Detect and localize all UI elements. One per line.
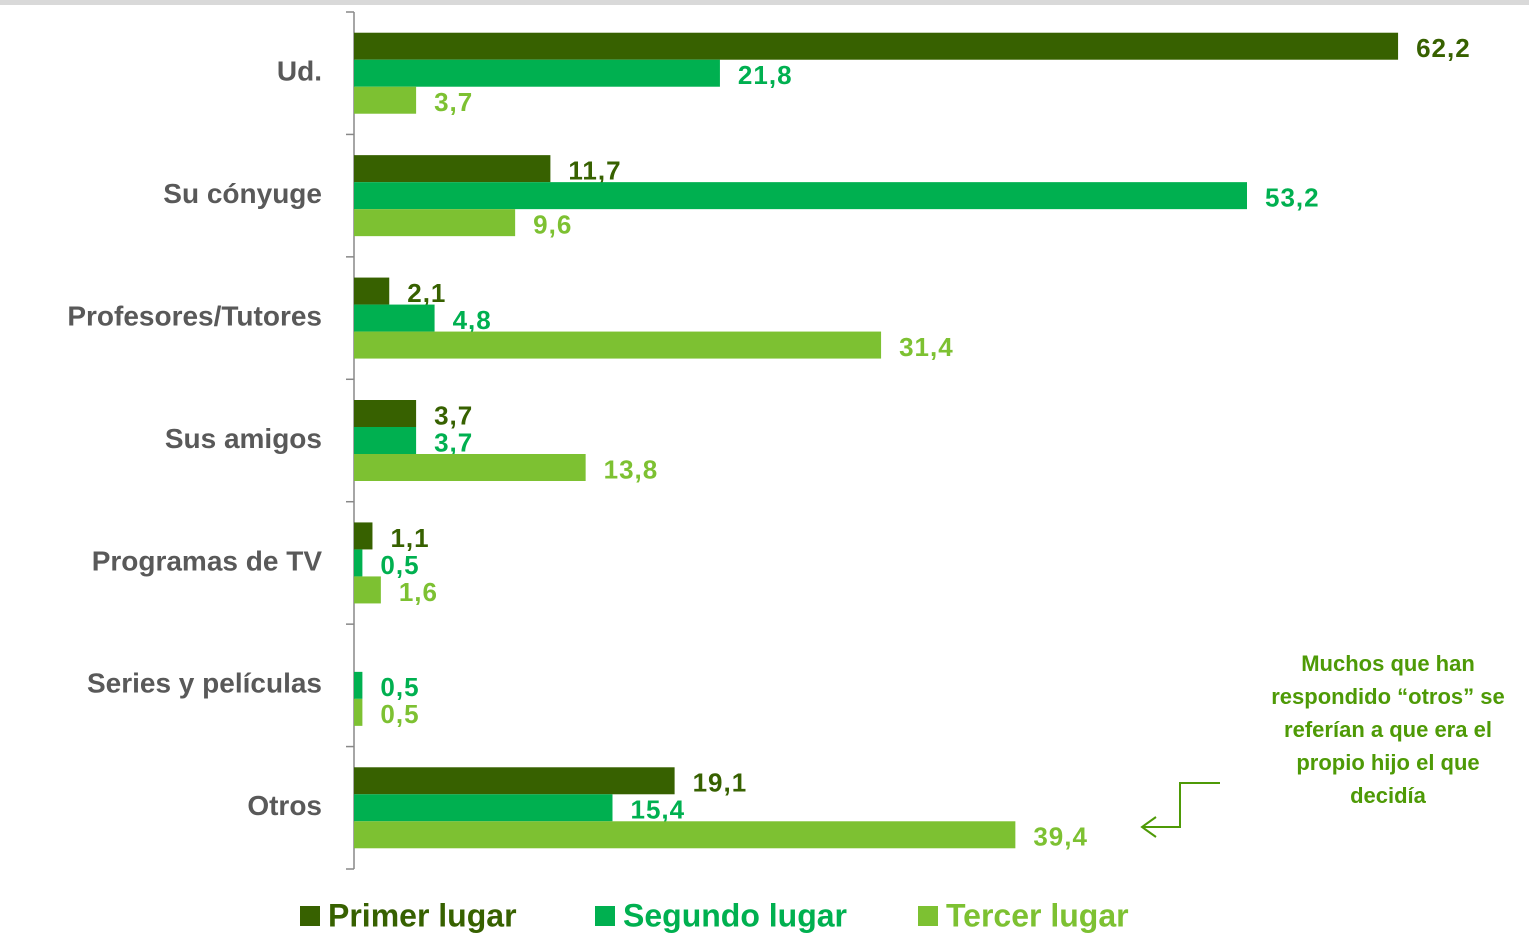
value-label: 15,4 [631, 795, 686, 825]
bar [354, 549, 363, 577]
legend-swatch [300, 906, 320, 926]
value-label: 0,5 [380, 699, 419, 729]
bar [354, 209, 516, 237]
value-label: 21,8 [738, 60, 793, 90]
legend-swatch [918, 906, 938, 926]
value-label: 0,5 [380, 672, 419, 702]
bar [354, 400, 417, 427]
value-label: 3,7 [434, 87, 473, 117]
bar [354, 304, 435, 332]
value-label: 19,1 [693, 768, 748, 798]
value-label: 31,4 [899, 332, 954, 362]
bar [354, 698, 363, 726]
value-label: 11,7 [568, 156, 621, 186]
value-label: 2,1 [407, 278, 446, 308]
bar [354, 331, 882, 359]
category-label: Profesores/Tutores [67, 300, 322, 331]
value-label: 0,5 [380, 550, 419, 580]
annotation: respondido “otros” se [1271, 684, 1504, 709]
value-label: 62,2 [1416, 33, 1471, 63]
legend-label: Segundo lugar [623, 897, 847, 933]
bar [354, 454, 586, 481]
category-label: Ud. [277, 56, 322, 87]
value-label: 4,8 [453, 305, 492, 335]
value-label: 1,6 [399, 577, 438, 607]
bar [354, 427, 417, 454]
legend-label: Tercer lugar [946, 897, 1129, 933]
bar [354, 32, 1399, 60]
bar [354, 277, 390, 305]
annotation: decidía [1350, 783, 1427, 808]
bar [354, 767, 675, 795]
annotation: Muchos que han [1301, 651, 1475, 676]
category-label: Series y películas [87, 668, 322, 699]
category-label: Sus amigos [165, 423, 322, 454]
bar [354, 671, 363, 699]
category-label: Otros [247, 790, 322, 821]
value-label: 9,6 [533, 210, 572, 240]
top-band [0, 0, 1529, 5]
bar [354, 155, 551, 183]
bar [354, 821, 1016, 849]
category-label: Programas de TV [92, 545, 323, 576]
category-label: Su cónyuge [163, 178, 322, 209]
annotation-arrowhead [1140, 816, 1157, 838]
bar [354, 182, 1247, 210]
annotation-arrow [1142, 782, 1220, 828]
value-label: 39,4 [1033, 822, 1088, 852]
bar [354, 59, 720, 87]
legend-label: Primer lugar [328, 897, 517, 933]
bar [354, 794, 613, 822]
bar [354, 576, 381, 604]
annotation: referían a que era el [1284, 717, 1492, 742]
annotation: propio hijo el que [1296, 750, 1479, 775]
value-label: 3,7 [434, 400, 473, 430]
value-label: 13,8 [604, 454, 659, 484]
bar [354, 522, 373, 550]
value-label: 53,2 [1265, 183, 1320, 213]
value-label: 1,1 [390, 523, 429, 553]
value-label: 3,7 [434, 427, 473, 457]
legend-swatch [595, 906, 615, 926]
bar [354, 86, 417, 114]
